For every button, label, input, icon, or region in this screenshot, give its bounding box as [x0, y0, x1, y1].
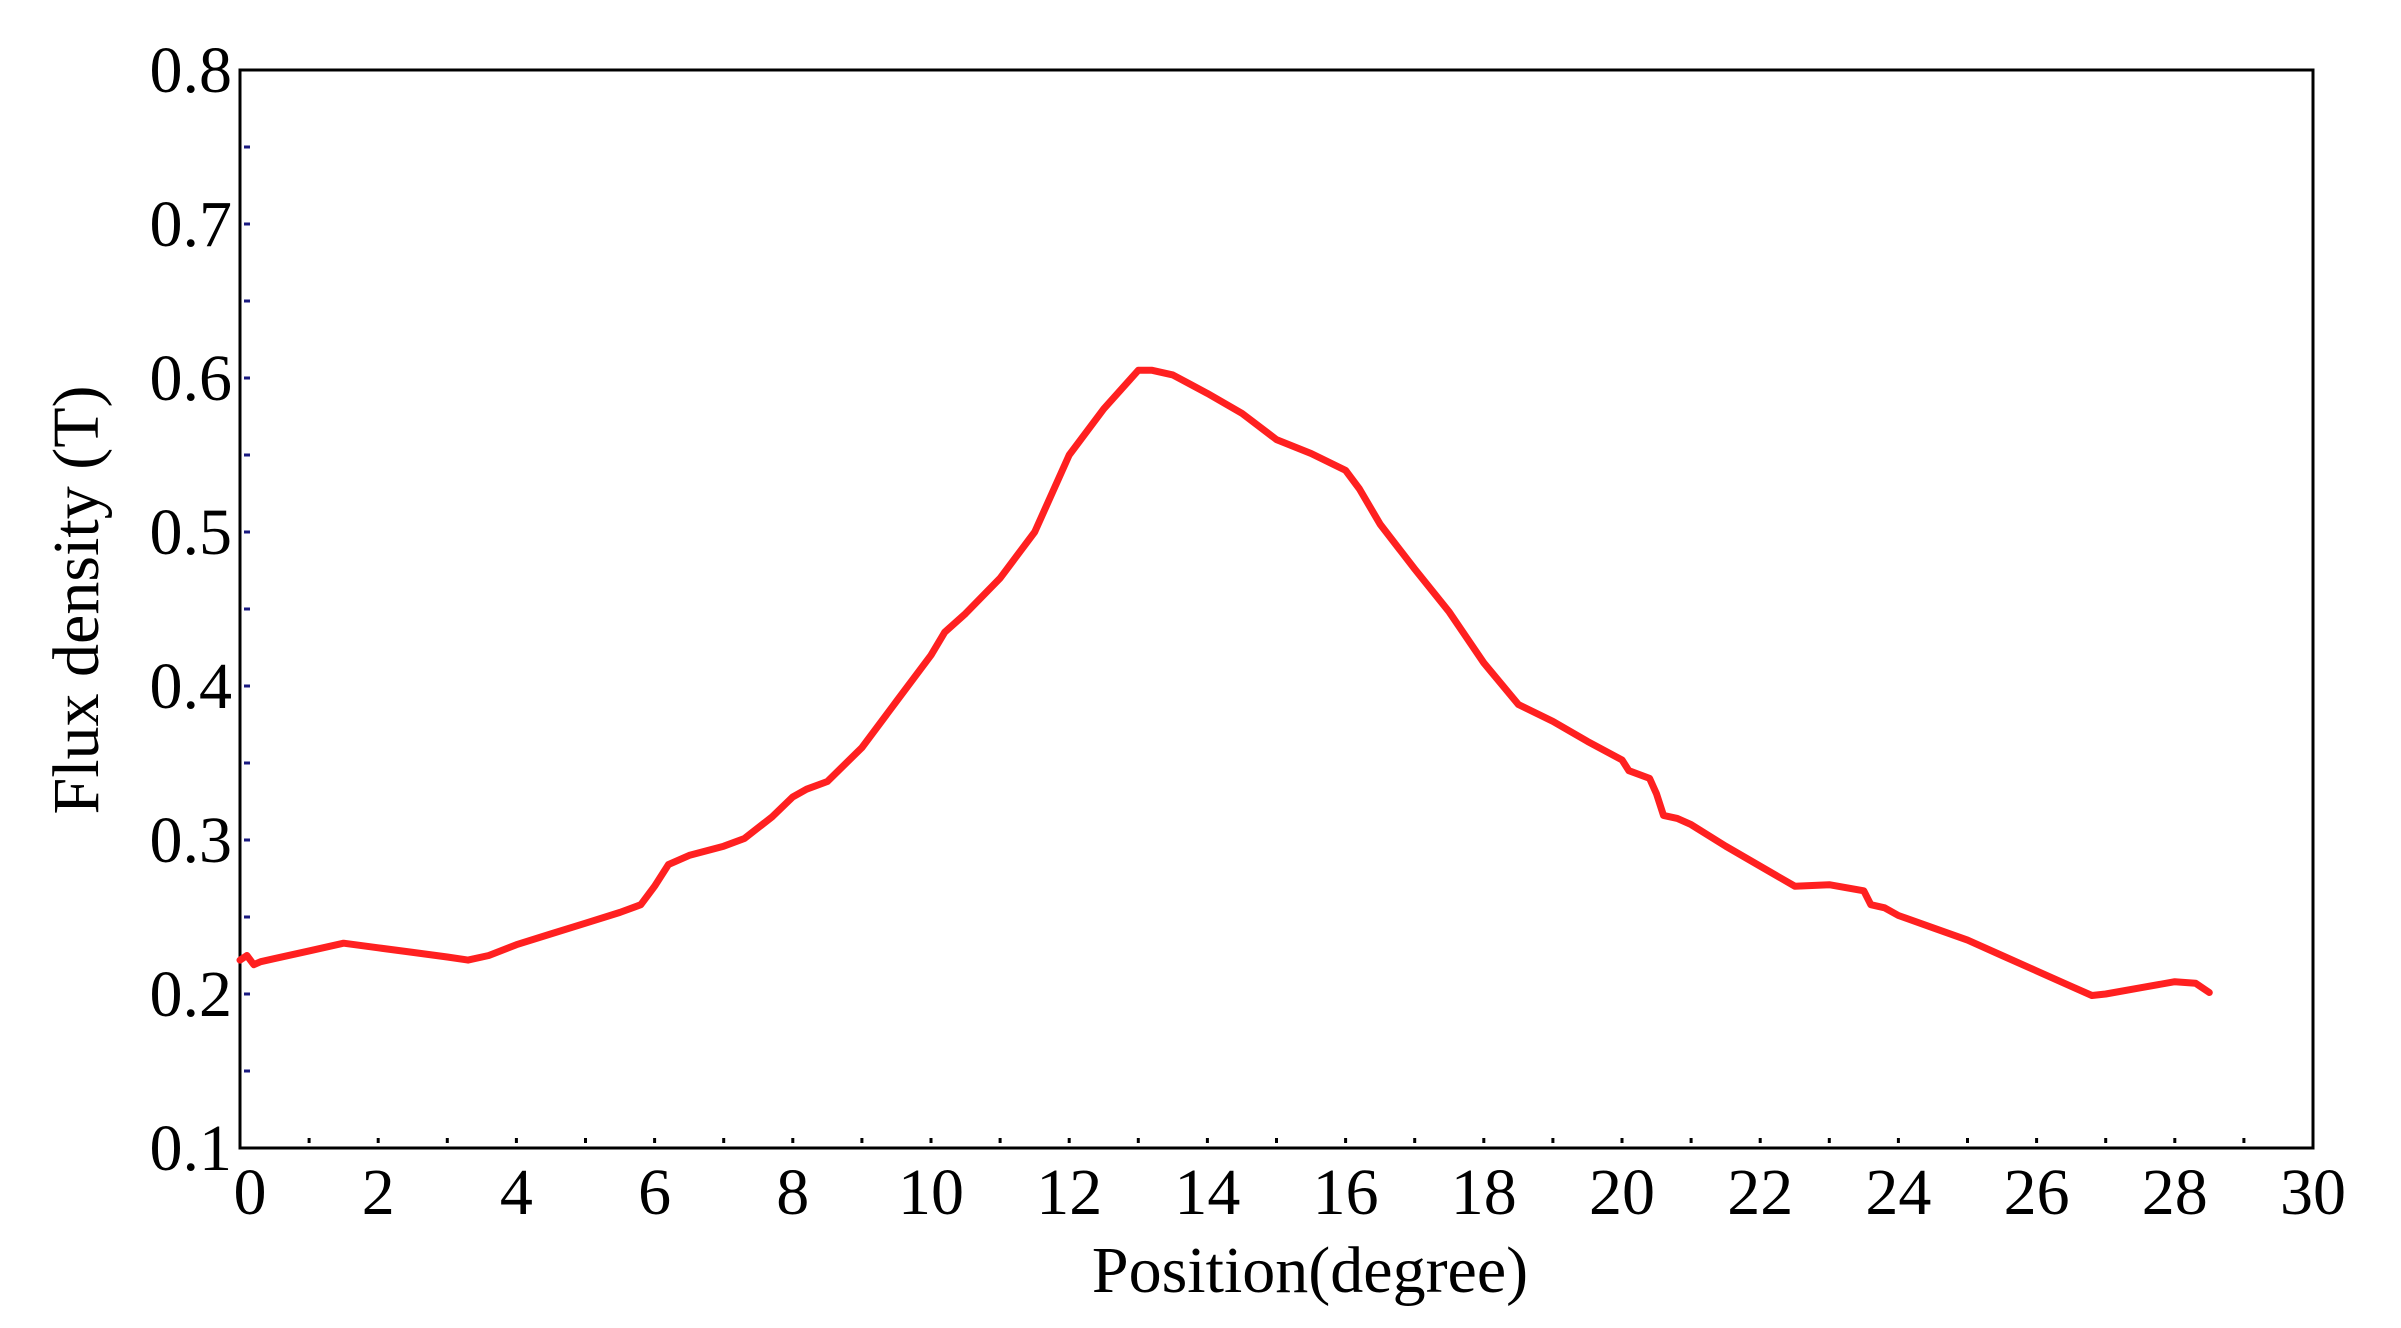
y-minor-ticks	[244, 145, 250, 1073]
x-tick-label: 12	[1036, 1156, 1102, 1229]
y-tick-label: 0.3	[150, 804, 233, 877]
y-tick-label: 0.8	[150, 34, 233, 107]
y-tick-label: 0.5	[150, 496, 233, 569]
x-tick-label: 20	[1589, 1156, 1655, 1229]
x-tick-label: 0	[234, 1156, 267, 1229]
y-tick-label: 0.2	[150, 958, 233, 1031]
y-tick-label: 0.1	[150, 1112, 233, 1185]
x-minor-ticks	[307, 1138, 2246, 1143]
y-tick-label: 0.6	[150, 342, 233, 415]
x-axis-title: Position(degree)	[1092, 1234, 1528, 1307]
x-tick-label: 14	[1174, 1156, 1240, 1229]
x-tick-label: 6	[638, 1156, 671, 1229]
plot-area-frame	[238, 68, 2315, 1150]
x-tick-label: 18	[1451, 1156, 1517, 1229]
y-tick-label: 0.7	[150, 188, 233, 261]
x-tick-label: 10	[898, 1156, 964, 1229]
y-axis-title: Flux density (T)	[40, 386, 113, 815]
x-tick-labels: 0 2 4 6 8 10 12 14 16 18 20 22 24 26 28 30	[234, 1156, 2347, 1229]
x-tick-label: 16	[1313, 1156, 1379, 1229]
y-tick-label: 0.4	[150, 650, 233, 723]
y-tick-labels: 0.1 0.2 0.3 0.4 0.5 0.6 0.7 0.8	[150, 34, 233, 1185]
x-tick-label: 28	[2142, 1156, 2208, 1229]
x-tick-label: 8	[776, 1156, 809, 1229]
flux-density-line	[236, 366, 2213, 999]
x-tick-label: 24	[1865, 1156, 1931, 1229]
x-tick-label: 22	[1727, 1156, 1793, 1229]
x-tick-label: 30	[2280, 1156, 2346, 1229]
x-tick-label: 26	[2004, 1156, 2070, 1229]
x-tick-label: 4	[500, 1156, 533, 1229]
x-tick-label: 2	[362, 1156, 395, 1229]
